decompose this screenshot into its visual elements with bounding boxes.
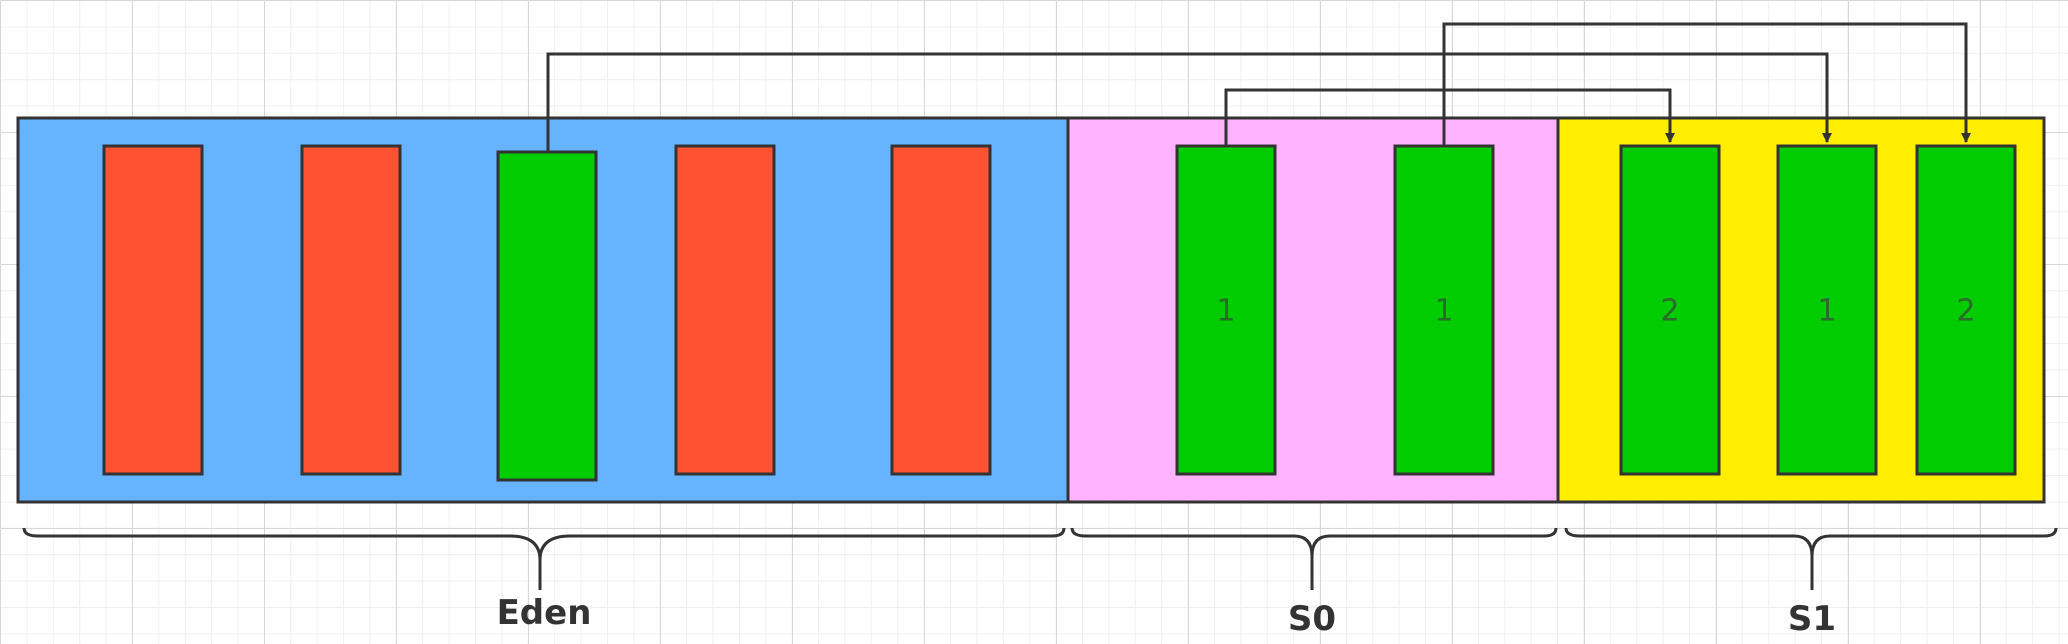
region-label-s1: S1 <box>1788 599 1836 639</box>
arrow-eden-to-s1-middle <box>546 52 1832 152</box>
block-eden-4 <box>674 144 776 476</box>
block-s1-1 <box>1619 144 1721 476</box>
block-label: 2 <box>1660 294 1679 329</box>
block-label: 1 <box>1216 294 1235 329</box>
block-eden-2 <box>300 144 402 476</box>
block-s0-2 <box>1393 144 1495 476</box>
block-label: 2 <box>1956 294 1975 329</box>
block-eden-3 <box>496 150 598 482</box>
brace-eden <box>22 527 1066 590</box>
block-s0-1 <box>1175 144 1277 476</box>
region-label-s0: S0 <box>1288 599 1336 639</box>
brace-s0 <box>1070 527 1558 590</box>
arrow-s0-first-to-s1-first <box>1224 88 1675 146</box>
brace-s1 <box>1564 527 2058 590</box>
block-eden-1 <box>102 144 204 476</box>
block-label: 1 <box>1434 294 1453 329</box>
block-label: 1 <box>1817 294 1836 329</box>
arrow-s0-second-to-s1-last <box>1442 22 1971 146</box>
block-eden-5 <box>890 144 992 476</box>
region-label-eden: Eden <box>497 593 592 633</box>
block-s1-3 <box>1915 144 2017 476</box>
block-s1-2 <box>1776 144 1878 476</box>
